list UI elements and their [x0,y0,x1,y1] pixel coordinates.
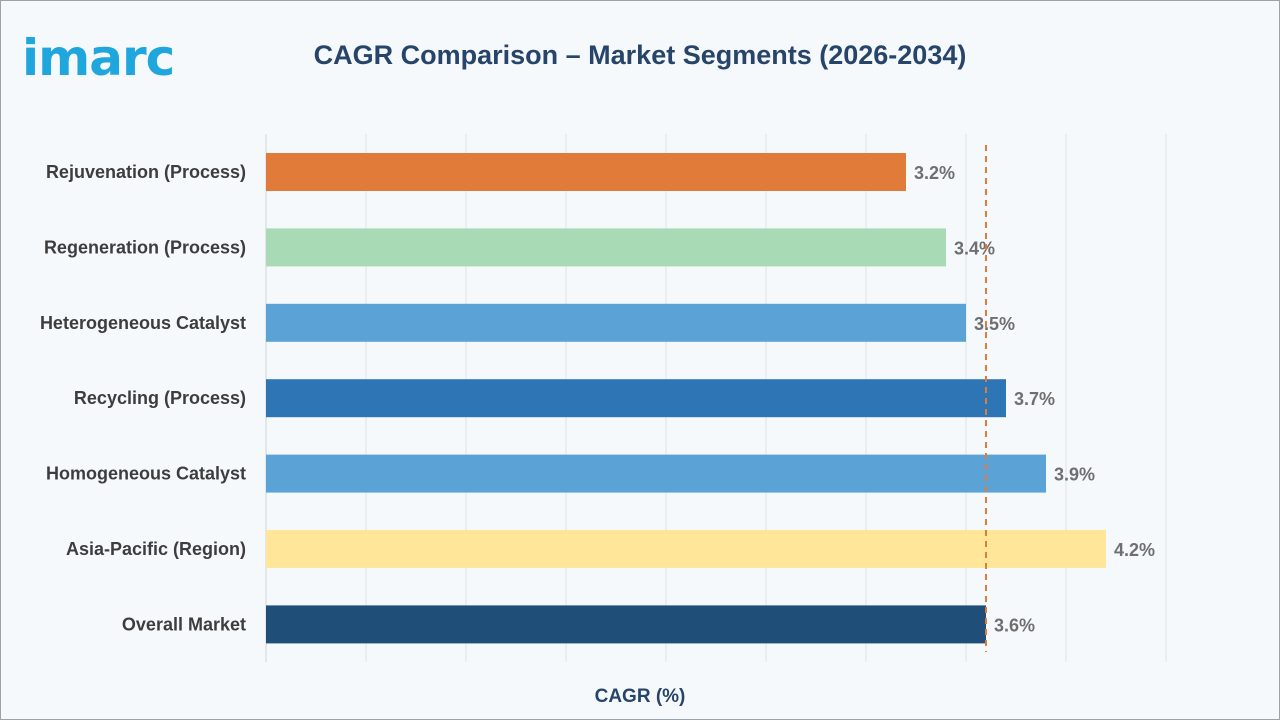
bar [266,530,1106,568]
y-tick-label: Homogeneous Catalyst [46,464,246,484]
y-tick-label: Heterogeneous Catalyst [40,313,246,333]
chart-title: CAGR Comparison – Market Segments (2026-… [0,40,1280,71]
data-label: 4.2% [1114,540,1155,560]
bar [266,454,1046,493]
y-tick-label: Asia-Pacific (Region) [66,539,246,559]
chart-title-text: CAGR Comparison – Market Segments (2026-… [313,40,967,70]
x-axis-title: CAGR (%) [0,686,1280,708]
bar [266,303,966,342]
bar [266,605,986,644]
data-label: 3.4% [954,238,995,258]
y-tick-label: Rejuvenation (Process) [46,162,246,182]
x-axis-title-text: CAGR (%) [594,686,686,707]
data-label: 3.6% [994,615,1035,635]
y-tick-label: Overall Market [122,614,246,634]
bar [266,379,1006,418]
imarc-logo: imarc [22,29,175,87]
y-tick-label: Recycling (Process) [74,388,246,408]
data-label: 3.9% [1054,465,1095,485]
data-label: 3.5% [974,314,1015,334]
bar [266,153,906,191]
data-label: 3.7% [1014,389,1055,409]
y-tick-label: Regeneration (Process) [44,237,246,257]
bar [266,228,946,267]
data-label: 3.2% [914,163,955,183]
